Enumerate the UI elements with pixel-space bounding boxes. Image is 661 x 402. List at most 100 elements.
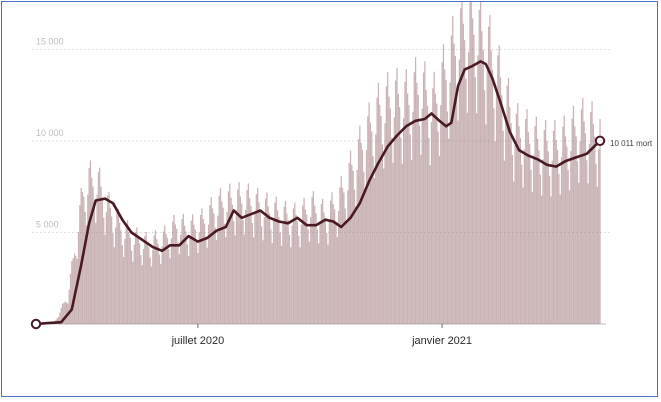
daily-bar	[268, 206, 269, 324]
daily-bar	[493, 108, 494, 324]
daily-bar	[201, 208, 202, 324]
daily-bar	[104, 235, 105, 324]
daily-bar	[453, 44, 454, 324]
daily-bar	[469, 3, 470, 324]
daily-bar	[188, 256, 189, 324]
daily-bar	[355, 206, 356, 324]
daily-bar	[420, 155, 421, 324]
daily-bar	[126, 225, 127, 324]
daily-bar	[111, 216, 112, 324]
daily-bar	[148, 247, 149, 324]
daily-bar	[134, 245, 135, 324]
daily-bar	[282, 224, 283, 324]
daily-bar	[370, 122, 371, 324]
daily-bar	[305, 210, 306, 324]
daily-bar	[432, 88, 433, 324]
daily-bar	[391, 138, 392, 324]
daily-bar	[554, 120, 555, 324]
daily-bar	[337, 237, 338, 324]
daily-bar	[171, 238, 172, 324]
daily-bar	[394, 117, 395, 324]
daily-bar	[579, 141, 580, 324]
daily-bar	[440, 105, 441, 324]
x-tick-label: janvier 2021	[411, 335, 472, 347]
daily-bar	[510, 123, 511, 324]
daily-bar	[566, 146, 567, 324]
daily-bar	[176, 229, 177, 324]
daily-bar	[262, 240, 263, 324]
daily-bar	[205, 236, 206, 324]
daily-bar	[483, 50, 484, 324]
daily-bar	[368, 102, 369, 324]
daily-bar	[99, 168, 100, 324]
daily-bar	[452, 16, 453, 324]
daily-bar	[273, 221, 274, 324]
daily-bar	[424, 61, 425, 324]
daily-bar	[504, 161, 505, 324]
daily-bar	[228, 191, 229, 324]
daily-bar	[345, 208, 346, 324]
daily-bar	[142, 265, 143, 324]
daily-bar	[70, 274, 71, 324]
daily-bar	[525, 119, 526, 324]
daily-bar	[71, 261, 72, 324]
daily-bar	[286, 214, 287, 324]
daily-bar	[479, 10, 480, 324]
daily-bar	[396, 68, 397, 324]
daily-bar	[449, 83, 450, 324]
daily-bar	[192, 214, 193, 324]
daily-bar	[577, 161, 578, 324]
daily-bar	[146, 232, 147, 324]
daily-bar	[341, 176, 342, 324]
daily-bar	[500, 78, 501, 324]
daily-bar	[390, 108, 391, 324]
daily-bar	[572, 119, 573, 324]
daily-bar	[221, 201, 222, 324]
daily-bar	[211, 197, 212, 324]
daily-bar	[233, 221, 234, 324]
daily-bar	[160, 264, 161, 324]
daily-bar	[387, 72, 388, 324]
daily-bar	[517, 103, 518, 324]
daily-bar	[400, 138, 401, 324]
daily-bar	[545, 120, 546, 324]
daily-bar	[248, 183, 249, 324]
daily-bar	[480, 2, 481, 324]
daily-bar	[203, 219, 204, 324]
daily-bar	[338, 211, 339, 324]
start-marker	[32, 320, 40, 328]
daily-bar	[241, 204, 242, 324]
daily-bar	[418, 95, 419, 324]
daily-bar	[280, 233, 281, 324]
daily-bar	[187, 245, 188, 324]
daily-bar	[339, 187, 340, 324]
daily-bar	[139, 243, 140, 324]
daily-bar	[138, 238, 139, 324]
daily-bar	[513, 182, 514, 324]
daily-bar	[444, 69, 445, 324]
daily-bar	[476, 113, 477, 324]
daily-bar	[456, 91, 457, 324]
daily-bar	[314, 206, 315, 324]
daily-bar	[361, 143, 362, 324]
daily-bar	[229, 184, 230, 324]
daily-bar	[118, 209, 119, 324]
daily-bar	[445, 80, 446, 324]
daily-bar	[313, 191, 314, 324]
daily-bar	[481, 31, 482, 324]
daily-bar	[558, 174, 559, 324]
daily-bar	[220, 188, 221, 324]
daily-bar	[537, 139, 538, 324]
daily-bar	[590, 112, 591, 324]
daily-bar	[261, 226, 262, 324]
daily-bar	[195, 230, 196, 324]
daily-bar	[329, 221, 330, 324]
daily-bar	[499, 45, 500, 324]
daily-bar	[303, 198, 304, 324]
daily-bar	[323, 212, 324, 324]
daily-bar	[335, 224, 336, 324]
daily-bar	[410, 134, 411, 324]
daily-bar	[334, 209, 335, 324]
daily-bar	[366, 150, 367, 324]
